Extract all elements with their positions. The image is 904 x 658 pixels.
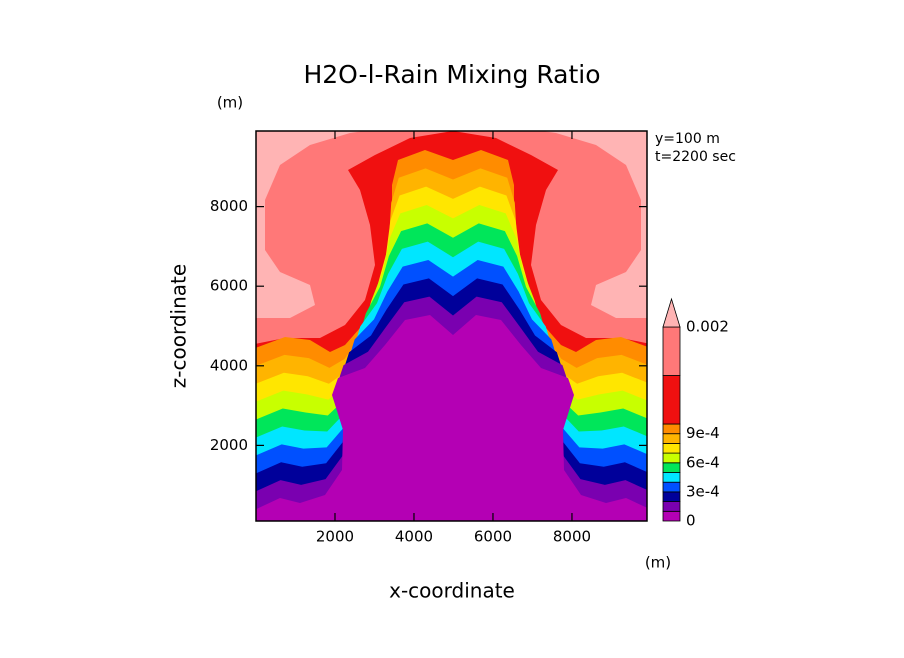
colorbar-tick-label: 0 xyxy=(686,512,696,530)
plot-frame xyxy=(255,130,648,522)
colorbar-band xyxy=(662,375,681,425)
colorbar-band xyxy=(662,481,681,493)
chart-title: H2O-l-Rain Mixing Ratio xyxy=(303,60,600,89)
y-unit: (m) xyxy=(217,94,243,112)
colorbar-band xyxy=(662,510,681,522)
x-tick-label: 8000 xyxy=(553,528,591,546)
x-axis-label: x-coordinate xyxy=(389,579,515,603)
annotation: y=100 m xyxy=(655,131,720,147)
colorbar-band xyxy=(662,462,681,473)
y-tick-label: 6000 xyxy=(210,277,248,295)
colorbar-tick-label: 6e-4 xyxy=(686,453,720,471)
colorbar-tick-label: 3e-4 xyxy=(686,482,720,500)
x-tick-label: 4000 xyxy=(395,528,433,546)
contour-band xyxy=(256,315,647,521)
contour-field xyxy=(256,131,647,521)
y-tick-label: 4000 xyxy=(210,356,248,374)
colorbar-band xyxy=(662,326,681,376)
x-tick-label: 2000 xyxy=(316,528,354,546)
annotation: t=2200 sec xyxy=(655,149,736,165)
colorbar-tick-label: 0.002 xyxy=(686,318,729,336)
colorbar-band xyxy=(662,501,681,512)
colorbar-band xyxy=(662,472,681,483)
x-tick-label: 6000 xyxy=(474,528,512,546)
colorbar-band xyxy=(662,433,681,444)
colorbar-band xyxy=(662,423,681,435)
colorbar-tick-label: 9e-4 xyxy=(686,424,720,442)
y-tick-label: 2000 xyxy=(210,436,248,454)
colorbar-band xyxy=(662,442,681,454)
colorbar-band xyxy=(662,452,681,464)
y-tick-label: 8000 xyxy=(210,197,248,215)
x-unit: (m) xyxy=(645,554,671,572)
colorbar-band xyxy=(662,491,681,502)
y-axis-label: z-coordinate xyxy=(167,264,191,388)
colorbar-extension xyxy=(662,297,681,328)
